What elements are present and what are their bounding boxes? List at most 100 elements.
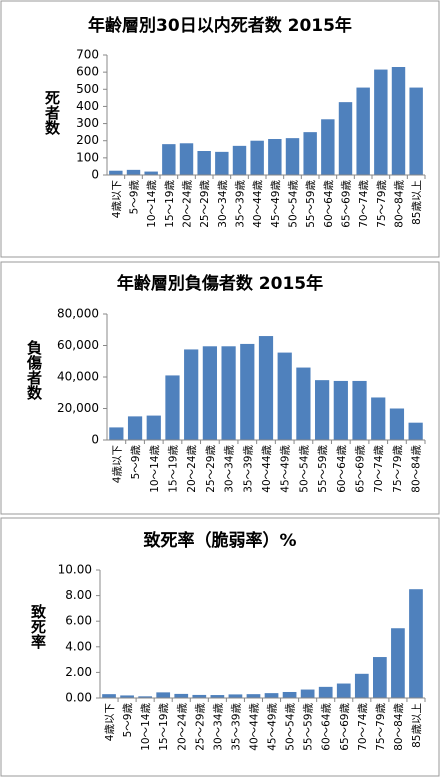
panel xyxy=(0,517,440,777)
x-tick-label: 50～54歳 xyxy=(285,703,297,751)
bar xyxy=(215,151,229,175)
y-tick-label: 700 xyxy=(76,48,99,62)
bar xyxy=(146,415,161,440)
bar xyxy=(210,695,225,698)
chart-title: 年齢層別負傷者数 2015年 xyxy=(117,273,323,294)
bar xyxy=(127,416,143,440)
bar xyxy=(354,673,369,698)
chart-title: 年齢層別30日以内死者数 2015年 xyxy=(88,15,352,36)
x-tick-label: 20～24歳 xyxy=(176,703,188,751)
bar xyxy=(300,689,315,698)
x-tick-label: 35～39歳 xyxy=(230,703,242,751)
bar xyxy=(184,349,199,440)
y-tick-label: 10.00 xyxy=(58,563,92,577)
bar xyxy=(303,132,317,175)
bar xyxy=(228,694,243,698)
x-tick-label: 5～9歳 xyxy=(122,703,134,738)
bar xyxy=(258,336,274,440)
x-tick-label: 65～69歳 xyxy=(355,445,367,493)
bar xyxy=(352,380,367,440)
x-tick-label: 15～19歳 xyxy=(167,445,179,493)
y-axis-label: 負傷者数 xyxy=(25,339,43,401)
x-tick-label: 60～64歳 xyxy=(323,180,335,228)
x-tick-label: 70～74歳 xyxy=(357,703,369,751)
bar xyxy=(126,169,141,175)
bar xyxy=(221,346,236,440)
bar xyxy=(336,683,351,698)
y-tick-label: 80,000 xyxy=(57,307,99,321)
bar xyxy=(165,375,180,440)
y-tick-label: 100 xyxy=(76,150,99,164)
bar xyxy=(197,151,211,175)
y-tick-label: 0 xyxy=(91,168,99,182)
chart-title: 致死率（脆弱率）% xyxy=(143,530,296,551)
x-tick-label: 75～79歳 xyxy=(376,180,388,228)
x-tick-label: 80～84歳 xyxy=(411,445,423,493)
y-tick-label: 600 xyxy=(76,65,99,79)
x-tick-label: 60～64歳 xyxy=(321,703,333,751)
bar xyxy=(321,119,335,175)
x-tick-label: 80～84歳 xyxy=(393,703,405,751)
x-tick-label: 25～29歳 xyxy=(205,445,217,493)
bar xyxy=(374,69,388,175)
x-tick-label: 30～34歳 xyxy=(212,703,224,751)
bar xyxy=(174,693,189,698)
x-tick-label: 85歳以上 xyxy=(411,180,423,225)
x-tick-label: 4歳以下 xyxy=(104,703,116,741)
x-tick-label: 75～79歳 xyxy=(392,445,404,493)
bar xyxy=(109,170,123,175)
x-tick-label: 10～14歳 xyxy=(146,180,158,228)
y-tick-label: 200 xyxy=(76,133,99,147)
y-axis-label: 致死率 xyxy=(29,603,47,650)
x-tick-label: 10～14歳 xyxy=(140,703,152,751)
bar xyxy=(264,693,279,698)
y-tick-label: 8.00 xyxy=(65,588,92,602)
x-tick-label: 45～49歳 xyxy=(280,445,292,493)
y-tick-label: 0 xyxy=(91,433,99,447)
y-axis-label: 死者数 xyxy=(43,90,61,136)
bar xyxy=(156,692,171,698)
bar xyxy=(179,143,194,175)
bar xyxy=(296,367,311,440)
x-tick-label: 65～69歳 xyxy=(341,180,353,228)
x-tick-label: 85歳以上 xyxy=(411,703,423,748)
x-tick-label: 45～49歳 xyxy=(270,180,282,228)
bar xyxy=(268,139,282,175)
x-tick-label: 25～29歳 xyxy=(199,180,211,228)
x-tick-label: 20～24歳 xyxy=(186,445,198,493)
bar xyxy=(409,87,423,175)
x-tick-label: 40～44歳 xyxy=(252,180,264,228)
x-tick-label: 35～39歳 xyxy=(242,445,254,493)
x-tick-label: 55～59歳 xyxy=(317,445,329,493)
x-tick-label: 10～14歳 xyxy=(149,445,161,493)
bar xyxy=(232,145,247,175)
y-tick-label: 40,000 xyxy=(57,370,99,384)
bar xyxy=(282,691,297,698)
bar xyxy=(192,694,207,698)
x-tick-label: 20～24歳 xyxy=(182,180,194,228)
bar xyxy=(277,352,292,440)
y-tick-label: 6.00 xyxy=(65,614,92,628)
bar xyxy=(408,422,423,440)
bar xyxy=(333,380,348,440)
bar xyxy=(315,380,330,440)
x-tick-label: 4歳以下 xyxy=(111,445,123,483)
bar xyxy=(391,67,406,175)
y-tick-label: 60,000 xyxy=(57,338,99,352)
x-tick-label: 70～74歳 xyxy=(358,180,370,228)
x-tick-label: 50～54歳 xyxy=(288,180,300,228)
x-tick-label: 4歳以下 xyxy=(111,180,123,218)
bar xyxy=(250,140,264,175)
x-tick-label: 40～44歳 xyxy=(261,445,273,493)
bar xyxy=(162,144,176,175)
x-tick-label: 5～9歳 xyxy=(130,445,142,480)
bar xyxy=(144,171,158,175)
x-tick-label: 60～64歳 xyxy=(336,445,348,493)
bar xyxy=(373,657,387,698)
y-tick-label: 300 xyxy=(76,116,99,130)
bar xyxy=(318,686,333,698)
x-tick-label: 50～54歳 xyxy=(298,445,310,493)
y-tick-label: 2.00 xyxy=(65,665,92,679)
